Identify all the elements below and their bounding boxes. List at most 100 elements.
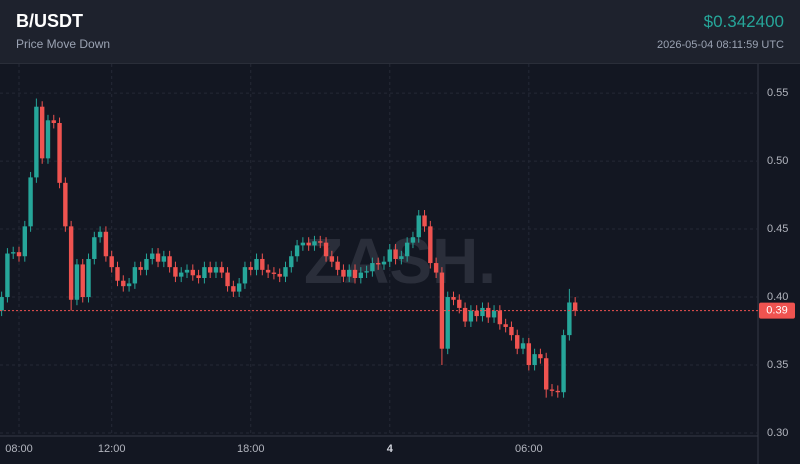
x-tick-label: 4 [387, 443, 394, 455]
candle-body [74, 264, 80, 300]
candle-body [196, 275, 201, 279]
y-tick-label: 0.30 [767, 427, 788, 439]
candle-body [515, 335, 520, 349]
y-tick-label: 0.40 [767, 291, 788, 303]
last-price-label: 0.39 [766, 305, 787, 317]
timestamp: 2026-05-04 08:11:59 UTC [657, 39, 784, 51]
candle-body [526, 343, 532, 366]
candle-body [567, 302, 572, 336]
last-price-tag [759, 302, 795, 319]
candle-body [532, 354, 537, 366]
candle-body [231, 286, 236, 292]
candle-body [468, 310, 474, 322]
candle-body [97, 231, 103, 238]
candle-body [86, 258, 91, 298]
candle-body [68, 226, 74, 300]
candle-body [329, 256, 335, 262]
candle-body [173, 267, 178, 277]
candle-body [219, 267, 224, 273]
y-tick-label: 0.45 [767, 223, 788, 235]
candle-body [341, 269, 346, 277]
y-tick-label: 0.55 [767, 87, 788, 99]
candle-body [5, 253, 10, 298]
candle-body [323, 242, 329, 257]
candle-body [306, 242, 311, 246]
candle-body [57, 123, 62, 183]
candle-body [486, 307, 491, 318]
candle-body [555, 390, 560, 393]
candle-body [572, 302, 578, 311]
candle-body [289, 256, 294, 268]
candle-body [11, 252, 16, 254]
candle-body [138, 267, 143, 270]
candle-body [445, 297, 450, 349]
candle-body [80, 264, 85, 298]
candle-body [375, 263, 381, 265]
candle-body [51, 120, 56, 124]
candle-body [0, 297, 4, 311]
candle-body [225, 272, 230, 287]
candle-body [242, 267, 248, 284]
candle-body [63, 182, 68, 227]
candle-body [22, 226, 27, 257]
candle-body [92, 237, 97, 259]
candle-body [318, 241, 323, 243]
candle-body [265, 269, 271, 273]
candle-body [422, 215, 427, 227]
candle-body [433, 263, 439, 273]
candle-body [254, 258, 259, 270]
candle-body [312, 241, 317, 246]
candle-body [462, 307, 468, 322]
candle-body [404, 242, 410, 257]
candle-body [538, 354, 543, 359]
candle-body [358, 272, 364, 279]
candle-body [202, 267, 207, 279]
candle-body [115, 267, 120, 281]
candle-body [45, 120, 51, 159]
y-tick-label: 0.35 [767, 359, 788, 371]
candle-body [103, 231, 109, 257]
candle-body [144, 258, 149, 270]
candle-body [179, 272, 184, 277]
candle-body [335, 261, 340, 270]
candle-body [410, 237, 416, 243]
candle-body [155, 253, 161, 262]
x-tick-label: 18:00 [237, 443, 265, 455]
subtitle: Price Move Down [16, 37, 111, 51]
candle-body [543, 358, 549, 390]
candle-body [16, 252, 22, 257]
candle-body [503, 324, 508, 327]
candle-body [126, 283, 132, 287]
candle-body [121, 280, 126, 287]
candle-body [236, 283, 242, 292]
candle-body [150, 253, 155, 259]
watermark: ZASH. [304, 225, 496, 297]
candle-body [347, 269, 352, 277]
candle-body [451, 297, 456, 300]
candle-body [509, 326, 514, 336]
candle-body [549, 389, 555, 391]
x-tick-label: 12:00 [98, 443, 126, 455]
candle-body [283, 267, 288, 277]
candle-body [497, 310, 503, 325]
candle-body [248, 267, 253, 270]
candle-body [393, 249, 398, 259]
candle-body [364, 271, 369, 273]
candle-body [300, 242, 306, 246]
candle-body [34, 106, 39, 178]
candle-body [207, 267, 213, 273]
candle-body [381, 261, 387, 265]
x-tick-label: 08:00 [5, 443, 33, 455]
candle-body [28, 177, 33, 227]
candle-body [39, 106, 45, 159]
candle-body [474, 310, 479, 317]
y-tick-label: 0.50 [767, 155, 788, 167]
candle-body [184, 269, 190, 273]
candle-body [109, 256, 114, 268]
candle-body [480, 307, 485, 317]
candle-body [161, 256, 167, 262]
candle-body [399, 256, 404, 259]
candle-body [132, 267, 138, 284]
